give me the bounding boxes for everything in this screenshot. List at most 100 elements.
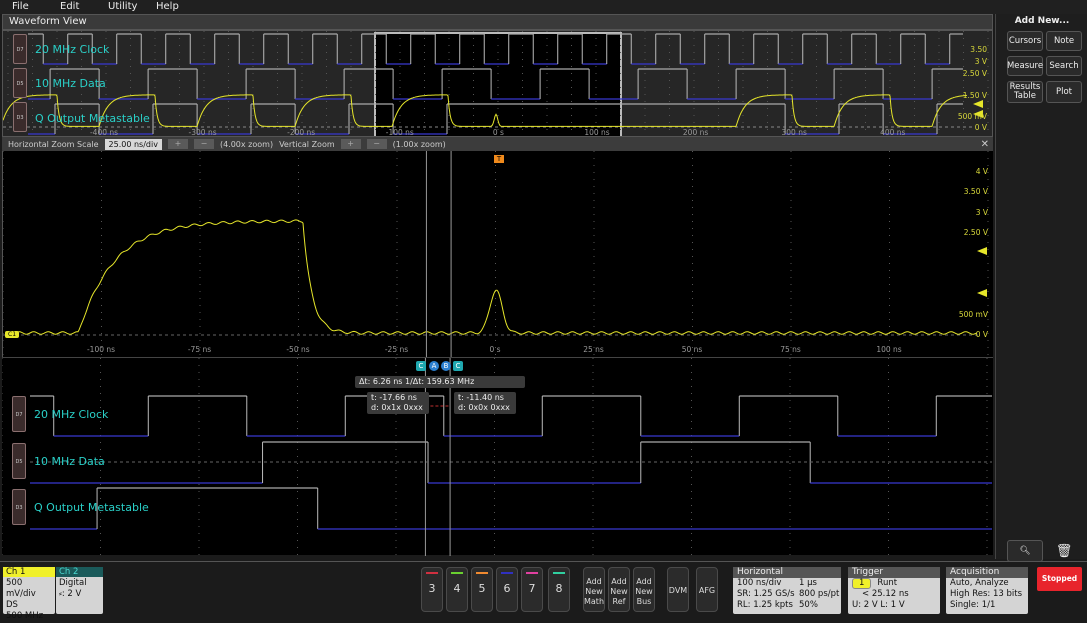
cursor-c2-marker[interactable]: C <box>453 361 463 371</box>
ch7-button[interactable]: 7 <box>521 567 543 612</box>
label-clock: 20 MHz Clock <box>34 408 109 421</box>
v-zoom-factor: (1.00x zoom) <box>392 139 446 149</box>
cursor-a-data: d: 0x1x 0xxx <box>371 403 423 412</box>
zoom-icon[interactable]: 🔍︎ <box>1007 540 1043 562</box>
add-ref-button[interactable]: Add New Ref <box>608 567 630 612</box>
add-bus-button[interactable]: Add New Bus <box>633 567 655 612</box>
plot-button[interactable]: Plot <box>1046 81 1082 103</box>
trigger-condition: < 25.12 ns <box>862 589 909 599</box>
ch5-label: 5 <box>478 582 486 595</box>
an-ytick: 2.50 V <box>963 228 988 237</box>
ch1-level-marker <box>977 247 987 255</box>
waveform-view-title: Waveform View <box>2 14 993 30</box>
ov-xtick: -400 ns <box>89 128 119 137</box>
an-xtick: -75 ns <box>187 345 212 354</box>
tag-d7[interactable]: D7 <box>12 396 26 432</box>
v-zoom-out-button[interactable]: − <box>366 139 387 149</box>
dvm-button[interactable]: DVM <box>667 567 689 612</box>
note-button[interactable]: Note <box>1046 31 1082 51</box>
ch3-button[interactable]: 3 <box>421 567 443 612</box>
label-data: 10 MHz Data <box>34 455 105 468</box>
ov-tag-d3[interactable]: D3 <box>13 102 27 132</box>
h-zoom-scale-input[interactable]: 25.00 ns/div <box>104 138 162 150</box>
trash-icon[interactable]: 🗑︎ <box>1055 543 1073 559</box>
overview-waveform[interactable]: 3.50 3 V 2.50 V 1.50 V 500 mV 0 V D7 D5 … <box>2 30 993 137</box>
ov-xtick: -200 ns <box>287 128 316 137</box>
h-zoom-in-button[interactable]: + <box>167 139 188 149</box>
menu-edit[interactable]: Edit <box>60 1 80 12</box>
trigger-type: Runt <box>877 578 898 588</box>
acquisition-panel[interactable]: Acquisition Auto, Analyze High Res: 13 b… <box>946 567 1028 614</box>
h-record-length: RL: 1.25 kpts <box>737 600 793 610</box>
cursor-a-marker[interactable]: A <box>429 361 439 371</box>
cursor-c-marker[interactable]: C <box>416 361 426 371</box>
analog-zoom-view[interactable]: 4 V 3.50 V 3 V 2.50 V 500 mV 0 V C1 T -1… <box>2 151 993 357</box>
ov-tag-d7[interactable]: D7 <box>13 34 27 64</box>
tag-d3[interactable]: D3 <box>12 489 26 525</box>
cursor-a-readout: t: -17.66 ns d: 0x1x 0xxx <box>367 392 429 414</box>
ov-xtick: 0 s <box>492 128 504 137</box>
digital-zoom-view[interactable]: D7 D5 D3 20 MHz Clock 10 MHz Data Q Outp… <box>2 357 993 556</box>
ov-label-q: Q Output Metastable <box>35 112 150 125</box>
trigger-position-marker[interactable]: T <box>494 155 504 163</box>
run-stop-button[interactable]: Stopped <box>1037 567 1082 591</box>
trigger-panel[interactable]: Trigger 1 Runt < 25.12 ns U: 2 V L: 1 V <box>848 567 940 614</box>
an-ytick: 3 V <box>975 208 988 217</box>
ov-label-data: 10 MHz Data <box>35 77 106 90</box>
close-zoom-icon[interactable]: ✕ <box>980 138 989 150</box>
settings-bar: Ch 1 500 mV/div DS 500 MHz Ch 2 Digital ⸗: … <box>0 561 1087 621</box>
ch4-label: 4 <box>453 582 461 595</box>
ch8-button[interactable]: 8 <box>548 567 570 612</box>
add-math-button[interactable]: Add New Math <box>583 567 605 612</box>
ov-level-marker <box>973 100 983 108</box>
afg-button[interactable]: AFG <box>696 567 718 612</box>
ch2-badge[interactable]: Ch 2 Digital ⸗: 2 V <box>56 567 103 614</box>
ov-xtick: 200 ns <box>682 128 709 137</box>
ch1-badge[interactable]: Ch 1 500 mV/div DS 500 MHz <box>3 567 55 621</box>
h-zoom-label: Horizontal Zoom Scale <box>8 139 99 149</box>
ov-ytick: 3.50 <box>970 45 987 54</box>
ch1-ds: DS <box>6 600 18 610</box>
ov-label-clock: 20 MHz Clock <box>35 43 110 56</box>
menu-file[interactable]: File <box>12 1 29 12</box>
menu-help[interactable]: Help <box>156 1 179 12</box>
an-ytick: 4 V <box>975 167 988 176</box>
ov-ytick: 500 mV <box>957 112 987 121</box>
cursors-button[interactable]: Cursors <box>1007 31 1043 51</box>
ch1-ground-marker[interactable]: C1 <box>5 331 20 338</box>
results-table-button[interactable]: Results Table <box>1007 81 1043 103</box>
an-ytick: 500 mV <box>958 310 988 319</box>
ch3-label: 3 <box>428 582 436 595</box>
ov-ytick: 2.50 V <box>962 69 987 78</box>
search-button[interactable]: Search <box>1046 56 1082 76</box>
acq-mode: Auto, Analyze <box>950 578 1009 588</box>
acquisition-title: Acquisition <box>946 567 1028 578</box>
h-zoom-out-button[interactable]: − <box>193 139 214 149</box>
h-sample-rate: SR: 1.25 GS/s <box>737 589 795 599</box>
cursor-delta-readout: Δt: 6.26 ns 1/Δt: 159.63 MHz <box>355 376 525 388</box>
ch5-button[interactable]: 5 <box>471 567 493 612</box>
an-xtick: -50 ns <box>286 345 310 354</box>
ch4-button[interactable]: 4 <box>446 567 468 612</box>
ov-xtick: -300 ns <box>188 128 217 137</box>
ch6-button[interactable]: 6 <box>496 567 518 612</box>
ov-xtick: -100 ns <box>385 128 414 137</box>
v-zoom-label: Vertical Zoom <box>279 139 335 149</box>
h-resolution: 800 ps/pt <box>799 589 840 599</box>
ch1-bandwidth: 500 MHz <box>6 611 44 621</box>
v-zoom-in-button[interactable]: + <box>340 139 361 149</box>
ch1-level-marker <box>977 289 987 297</box>
an-ytick: 0 V <box>975 330 988 339</box>
horizontal-panel[interactable]: Horizontal 100 ns/div 1 µs SR: 1.25 GS/s 8… <box>733 567 841 614</box>
an-xtick: -25 ns <box>384 345 409 354</box>
ov-xtick: 100 ns <box>584 128 610 137</box>
tag-d5[interactable]: D5 <box>12 443 26 479</box>
measure-button[interactable]: Measure <box>1007 56 1043 76</box>
trigger-source: 1 <box>852 578 872 589</box>
an-xtick: -100 ns <box>86 345 116 354</box>
cursor-b-marker[interactable]: B <box>441 361 451 371</box>
ov-tag-d5[interactable]: D5 <box>13 68 27 98</box>
an-ytick: 3.50 V <box>963 187 988 196</box>
an-xtick: 50 ns <box>681 345 703 354</box>
menu-utility[interactable]: Utility <box>108 1 138 12</box>
